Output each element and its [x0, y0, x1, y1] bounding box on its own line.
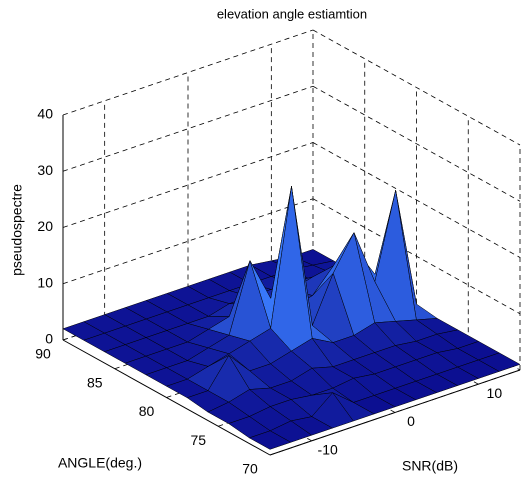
x-axis-line	[269, 369, 521, 456]
wall-grid-line	[62, 142, 314, 228]
wall-grid-line	[312, 85, 521, 202]
z-tick-label: 0	[45, 331, 53, 347]
wall-grid-line	[312, 29, 521, 146]
wall-grid-line	[62, 198, 314, 285]
z-tick-label: 20	[37, 218, 53, 234]
chart-title: elevation angle estiamtion	[217, 6, 367, 21]
z-tick-label: 10	[37, 274, 53, 290]
y-axis-line	[62, 339, 271, 456]
wall-grid-line	[62, 85, 314, 172]
y-axis-label: ANGLE(deg.)	[58, 455, 142, 471]
z-axis-label: pseudospectre	[9, 184, 25, 276]
x-tick-label: 10	[487, 385, 503, 401]
x-tick-label: 0	[407, 413, 415, 429]
y-tick-label: 70	[242, 461, 258, 477]
y-tick-label: 85	[87, 374, 103, 390]
x-axis-label: SNR(dB)	[402, 458, 458, 474]
surface-patch	[248, 430, 292, 450]
y-tick-label: 80	[139, 403, 155, 419]
y-tick-label: 90	[35, 346, 51, 362]
z-tick-label: 30	[37, 162, 53, 178]
wall-grid-line	[312, 198, 521, 315]
x-tick-label: -10	[318, 442, 338, 458]
wall-grid-line	[312, 142, 521, 258]
wall-grid-line	[62, 29, 314, 116]
z-tick-label: 40	[37, 106, 53, 122]
y-tick-label: 75	[190, 432, 206, 448]
